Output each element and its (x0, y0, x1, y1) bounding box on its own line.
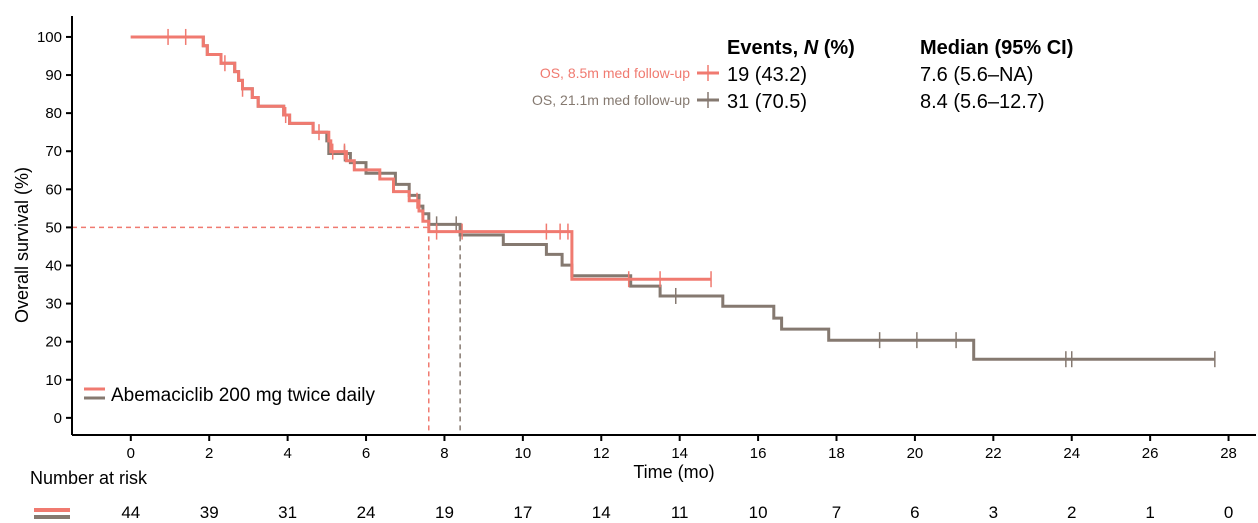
survival-curves (130, 28, 1216, 368)
risk-value: 0 (1224, 503, 1233, 522)
risk-value: 2 (1067, 503, 1076, 522)
events-header-n: N (804, 37, 819, 59)
risk-value: 6 (910, 503, 919, 522)
treatment-legend: Abemaciclib 200 mg twice daily (84, 385, 376, 406)
risk-value: 10 (749, 503, 768, 522)
y-tick-label: 90 (45, 67, 62, 84)
x-tick-label: 24 (1063, 445, 1080, 462)
series-2-name: OS, 21.1m med follow-up (532, 92, 690, 108)
x-tick-label: 16 (750, 445, 767, 462)
series-1-legend-mark (697, 65, 719, 81)
x-tick-label: 4 (283, 445, 291, 462)
x-tick-label: 18 (828, 445, 845, 462)
series-1-median: 7.6 (5.6–NA) (920, 64, 1033, 86)
y-tick-label: 50 (45, 219, 62, 236)
risk-table-swatch (34, 508, 70, 519)
series-1-name: OS, 8.5m med follow-up (540, 65, 690, 81)
x-tick-label: 12 (593, 445, 610, 462)
y-axis-ticks: 0 10 20 30 40 50 60 70 80 90 100 (37, 29, 72, 427)
series-1-events: 19 (43.2) (727, 64, 807, 86)
risk-value: 3 (989, 503, 998, 522)
median-guide-lines (72, 226, 461, 435)
x-tick-label: 14 (671, 445, 688, 462)
y-tick-label: 80 (45, 105, 62, 122)
legend-label: Abemaciclib 200 mg twice daily (111, 385, 376, 406)
x-tick-label: 6 (362, 445, 370, 462)
y-tick-label: 10 (45, 372, 62, 389)
series-2-median: 8.4 (5.6–12.7) (920, 91, 1045, 113)
x-axis-ticks: 0 2 4 6 8 10 12 14 16 18 20 22 24 26 28 (127, 435, 1237, 462)
events-header: Events, N (%) (727, 37, 855, 59)
risk-value: 17 (513, 503, 532, 522)
x-tick-label: 10 (515, 445, 532, 462)
risk-table-values: 44 39 31 24 19 17 14 11 10 7 6 3 2 1 0 (121, 503, 1233, 522)
y-tick-label: 70 (45, 143, 62, 160)
risk-value: 11 (671, 503, 689, 522)
risk-value: 31 (278, 503, 297, 522)
risk-value: 1 (1145, 503, 1154, 522)
events-median-table: Events, N (%) Median (95% CI) OS, 8.5m m… (532, 37, 1073, 113)
series-1-curve-group (130, 28, 712, 288)
risk-table-title: Number at risk (30, 468, 148, 488)
x-tick-label: 2 (205, 445, 213, 462)
x-tick-label: 8 (440, 445, 448, 462)
y-tick-label: 60 (45, 181, 62, 198)
x-tick-label: 0 (127, 445, 135, 462)
x-tick-label: 20 (907, 445, 924, 462)
series-2-events: 31 (70.5) (727, 91, 807, 113)
risk-value: 19 (435, 503, 454, 522)
series-1-line (130, 35, 711, 281)
x-tick-label: 22 (985, 445, 1002, 462)
y-tick-label: 100 (37, 29, 62, 46)
risk-swatch-series-1 (34, 508, 70, 512)
risk-value: 14 (592, 503, 611, 522)
x-tick-label: 28 (1220, 445, 1237, 462)
y-axis-title: Overall survival (%) (12, 167, 32, 323)
series-2-line (130, 35, 1215, 361)
risk-swatch-series-2 (34, 515, 70, 519)
risk-value: 44 (121, 503, 140, 522)
events-header-suffix: (%) (818, 37, 855, 59)
series-2-legend-mark (697, 92, 719, 108)
y-tick-label: 20 (45, 334, 62, 351)
y-tick-label: 40 (45, 257, 62, 274)
x-tick-label: 26 (1142, 445, 1159, 462)
y-tick-label: 0 (54, 410, 62, 427)
x-axis-title: Time (mo) (633, 462, 714, 482)
median-header: Median (95% CI) (920, 37, 1073, 59)
series-2-curve-group (130, 35, 1216, 368)
risk-value: 39 (200, 503, 219, 522)
y-tick-label: 30 (45, 296, 62, 313)
risk-value: 7 (832, 503, 841, 522)
events-header-prefix: Events, (727, 37, 804, 59)
risk-value: 24 (357, 503, 376, 522)
